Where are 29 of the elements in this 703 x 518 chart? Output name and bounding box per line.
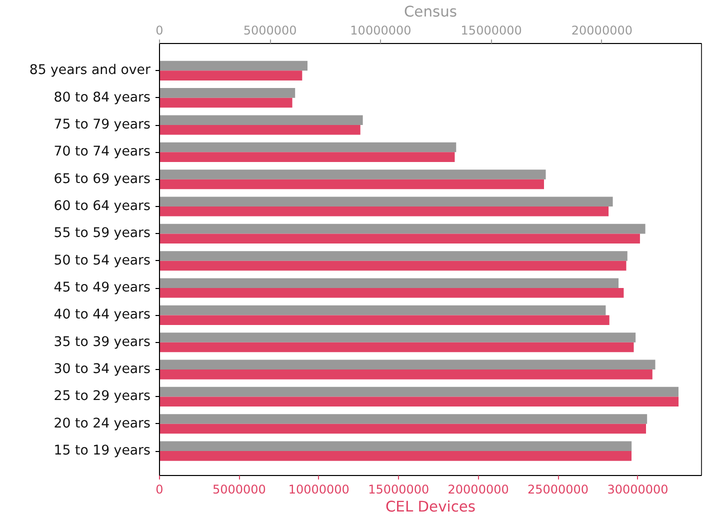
x-tick-label: 25000000 bbox=[527, 482, 589, 496]
x-tick-label: 10000000 bbox=[288, 482, 350, 496]
x-tick-label: 20000000 bbox=[448, 482, 509, 496]
x2-axis-title: Census bbox=[404, 4, 458, 20]
y-tick-label: 40 to 44 years bbox=[54, 308, 151, 323]
x-axis-title: CEL Devices bbox=[385, 498, 476, 516]
y-tick-label: 30 to 34 years bbox=[54, 362, 151, 378]
x2-tick-label: 15000000 bbox=[460, 24, 522, 38]
x2-tick-label: 5000000 bbox=[243, 24, 297, 38]
y-tick-label: 50 to 54 years bbox=[54, 253, 151, 268]
y-tick-label: 80 to 84 years bbox=[54, 90, 151, 106]
y-tick-label: 25 to 29 years bbox=[54, 389, 151, 404]
y-tick-label: 75 to 79 years bbox=[54, 118, 151, 133]
x2-tick-label: 20000000 bbox=[571, 24, 632, 38]
x-tick-label: 0 bbox=[156, 482, 164, 496]
y-tick-label: 15 to 19 years bbox=[54, 444, 151, 459]
x2-tick-label: 10000000 bbox=[350, 24, 412, 38]
x2-tick-label: 0 bbox=[156, 24, 164, 38]
y-tick-label: 60 to 64 years bbox=[54, 199, 151, 214]
y-tick-label: 65 to 69 years bbox=[54, 172, 151, 187]
y-tick-label: 55 to 59 years bbox=[54, 226, 151, 242]
y-tick-label: 85 years and over bbox=[29, 63, 152, 78]
y-tick-label: 70 to 74 years bbox=[54, 144, 151, 160]
y-tick-label: 45 to 49 years bbox=[54, 280, 151, 296]
x-tick-label: 15000000 bbox=[368, 482, 430, 496]
x-tick-label: 30000000 bbox=[607, 482, 668, 496]
x-tick-label: 5000000 bbox=[212, 482, 266, 496]
y-tick-label: 35 to 39 years bbox=[54, 334, 151, 350]
y-tick-label: 20 to 24 years bbox=[54, 416, 151, 432]
